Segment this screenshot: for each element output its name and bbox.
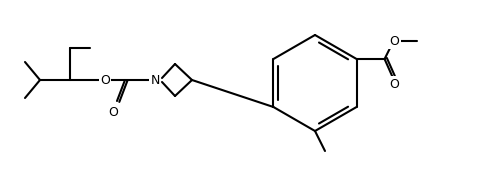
Text: O: O [100, 73, 110, 87]
Text: O: O [108, 105, 118, 118]
Text: N: N [150, 73, 160, 87]
Text: O: O [390, 35, 400, 48]
Text: O: O [390, 78, 400, 91]
